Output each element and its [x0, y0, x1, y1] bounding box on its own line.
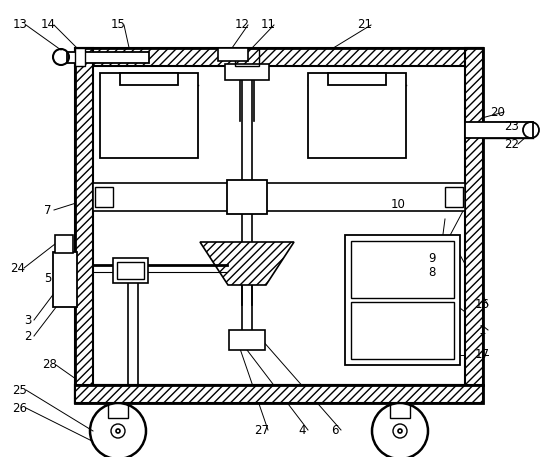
Text: 17: 17 [475, 349, 490, 361]
Bar [351, 302, 454, 359]
Text: 10: 10 [391, 198, 406, 212]
Bar [445, 187, 463, 207]
Text: 2: 2 [24, 329, 32, 342]
Bar [75, 48, 483, 66]
Bar [227, 180, 267, 214]
Bar [308, 73, 406, 158]
Bar [328, 73, 386, 85]
Text: 22: 22 [504, 138, 519, 150]
Circle shape [116, 429, 120, 433]
Text: 24: 24 [11, 261, 26, 275]
Text: 21: 21 [357, 18, 372, 32]
Bar [93, 183, 465, 211]
Text: 20: 20 [491, 106, 506, 118]
Bar [75, 385, 483, 403]
Bar [75, 385, 483, 403]
Text: 3: 3 [24, 314, 32, 326]
Text: 26: 26 [13, 402, 28, 414]
Bar [351, 241, 454, 298]
Text: 9: 9 [428, 251, 436, 265]
Text: 1: 1 [478, 324, 486, 336]
Text: 12: 12 [235, 18, 250, 32]
Bar [120, 73, 178, 85]
Text: 13: 13 [13, 18, 27, 32]
Bar [53, 252, 77, 307]
Bar [67, 52, 149, 63]
Bar [390, 385, 410, 418]
Bar [95, 187, 113, 207]
Text: 14: 14 [41, 18, 56, 32]
Text: 16: 16 [475, 298, 490, 312]
Text: 7: 7 [44, 203, 52, 217]
Bar [465, 122, 533, 138]
Bar [235, 48, 259, 66]
Bar [225, 64, 269, 80]
Bar [55, 235, 73, 253]
Bar [75, 48, 93, 403]
Bar [117, 262, 144, 279]
Text: 11: 11 [260, 18, 275, 32]
Text: 6: 6 [331, 424, 339, 436]
Bar [75, 48, 483, 403]
Circle shape [398, 429, 402, 433]
Bar [465, 48, 483, 403]
Bar [113, 258, 148, 283]
Bar [218, 48, 248, 61]
Polygon shape [200, 242, 294, 285]
Bar [75, 48, 85, 66]
Bar [345, 235, 460, 365]
Bar [108, 385, 128, 418]
Text: 27: 27 [255, 424, 270, 436]
Bar [229, 330, 265, 350]
Text: 23: 23 [504, 119, 519, 133]
Text: 28: 28 [43, 358, 57, 372]
Bar [235, 48, 259, 66]
Bar [100, 73, 198, 158]
Bar [93, 66, 465, 385]
Text: 8: 8 [428, 266, 436, 278]
Text: 15: 15 [110, 18, 125, 32]
Text: 4: 4 [298, 424, 306, 436]
Text: 25: 25 [13, 383, 27, 397]
Text: 5: 5 [44, 271, 52, 285]
